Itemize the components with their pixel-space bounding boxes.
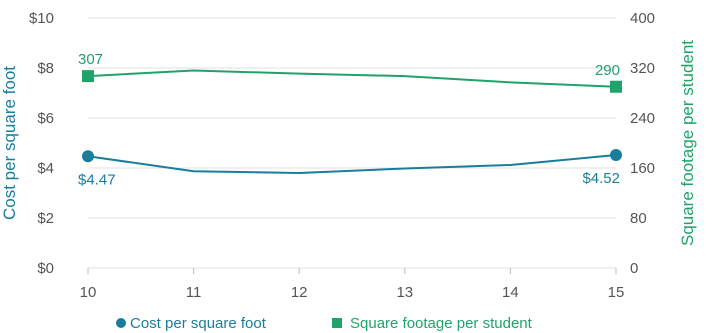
axes: $0 $2 $4 $6 $8 $10 0 80 160 240 320 400 10 11 12 13 14 15… bbox=[0, 10, 697, 301]
y-right-tick-label: 320 bbox=[630, 60, 655, 77]
x-tick-label: 14 bbox=[502, 284, 519, 301]
series-line-2 bbox=[87, 69, 617, 88]
y-right-tick-label: 240 bbox=[630, 110, 655, 127]
data-label: $4.52 bbox=[582, 170, 620, 187]
series-point-1 bbox=[610, 149, 622, 161]
legend-label: Cost per square foot bbox=[130, 315, 267, 332]
data-label: 290 bbox=[595, 62, 620, 79]
data-label: 307 bbox=[78, 51, 103, 68]
y-right-tick-label: 160 bbox=[630, 160, 655, 177]
series-point-2 bbox=[610, 80, 622, 93]
y-right-axis-title: Square footage per student bbox=[678, 40, 697, 246]
series-line-1 bbox=[87, 154, 617, 175]
y-left-tick-label: $8 bbox=[37, 60, 54, 77]
y-left-tick-label: $2 bbox=[37, 210, 54, 227]
legend-marker-circle bbox=[116, 318, 126, 328]
y-right-tick-label: 400 bbox=[630, 10, 655, 27]
x-tick-label: 13 bbox=[396, 284, 413, 301]
y-right-tick-label: 0 bbox=[630, 260, 638, 277]
x-tick-label: 15 bbox=[608, 284, 625, 301]
data-labels: $4.47 $4.52 307 290 bbox=[78, 51, 620, 188]
legend: Cost per square foot Square footage per s… bbox=[116, 315, 533, 332]
gridlines bbox=[88, 17, 616, 269]
legend-label: Square footage per student bbox=[350, 315, 533, 332]
y-left-tick-label: $10 bbox=[29, 10, 54, 27]
series-point-2 bbox=[82, 70, 94, 83]
series bbox=[82, 69, 622, 175]
series-point-1 bbox=[82, 150, 94, 163]
y-right-tick-label: 80 bbox=[630, 210, 647, 227]
y-left-tick-label: $0 bbox=[37, 260, 54, 277]
x-tick-label: 10 bbox=[80, 284, 97, 301]
data-label: $4.47 bbox=[78, 171, 116, 188]
x-tick-label: 11 bbox=[186, 284, 202, 301]
y-left-axis-title: Cost per square foot bbox=[0, 66, 19, 220]
x-tick-label: 12 bbox=[291, 284, 308, 301]
y-left-tick-label: $4 bbox=[37, 160, 54, 177]
legend-marker-square bbox=[332, 318, 342, 328]
y-left-tick-label: $6 bbox=[37, 110, 54, 127]
